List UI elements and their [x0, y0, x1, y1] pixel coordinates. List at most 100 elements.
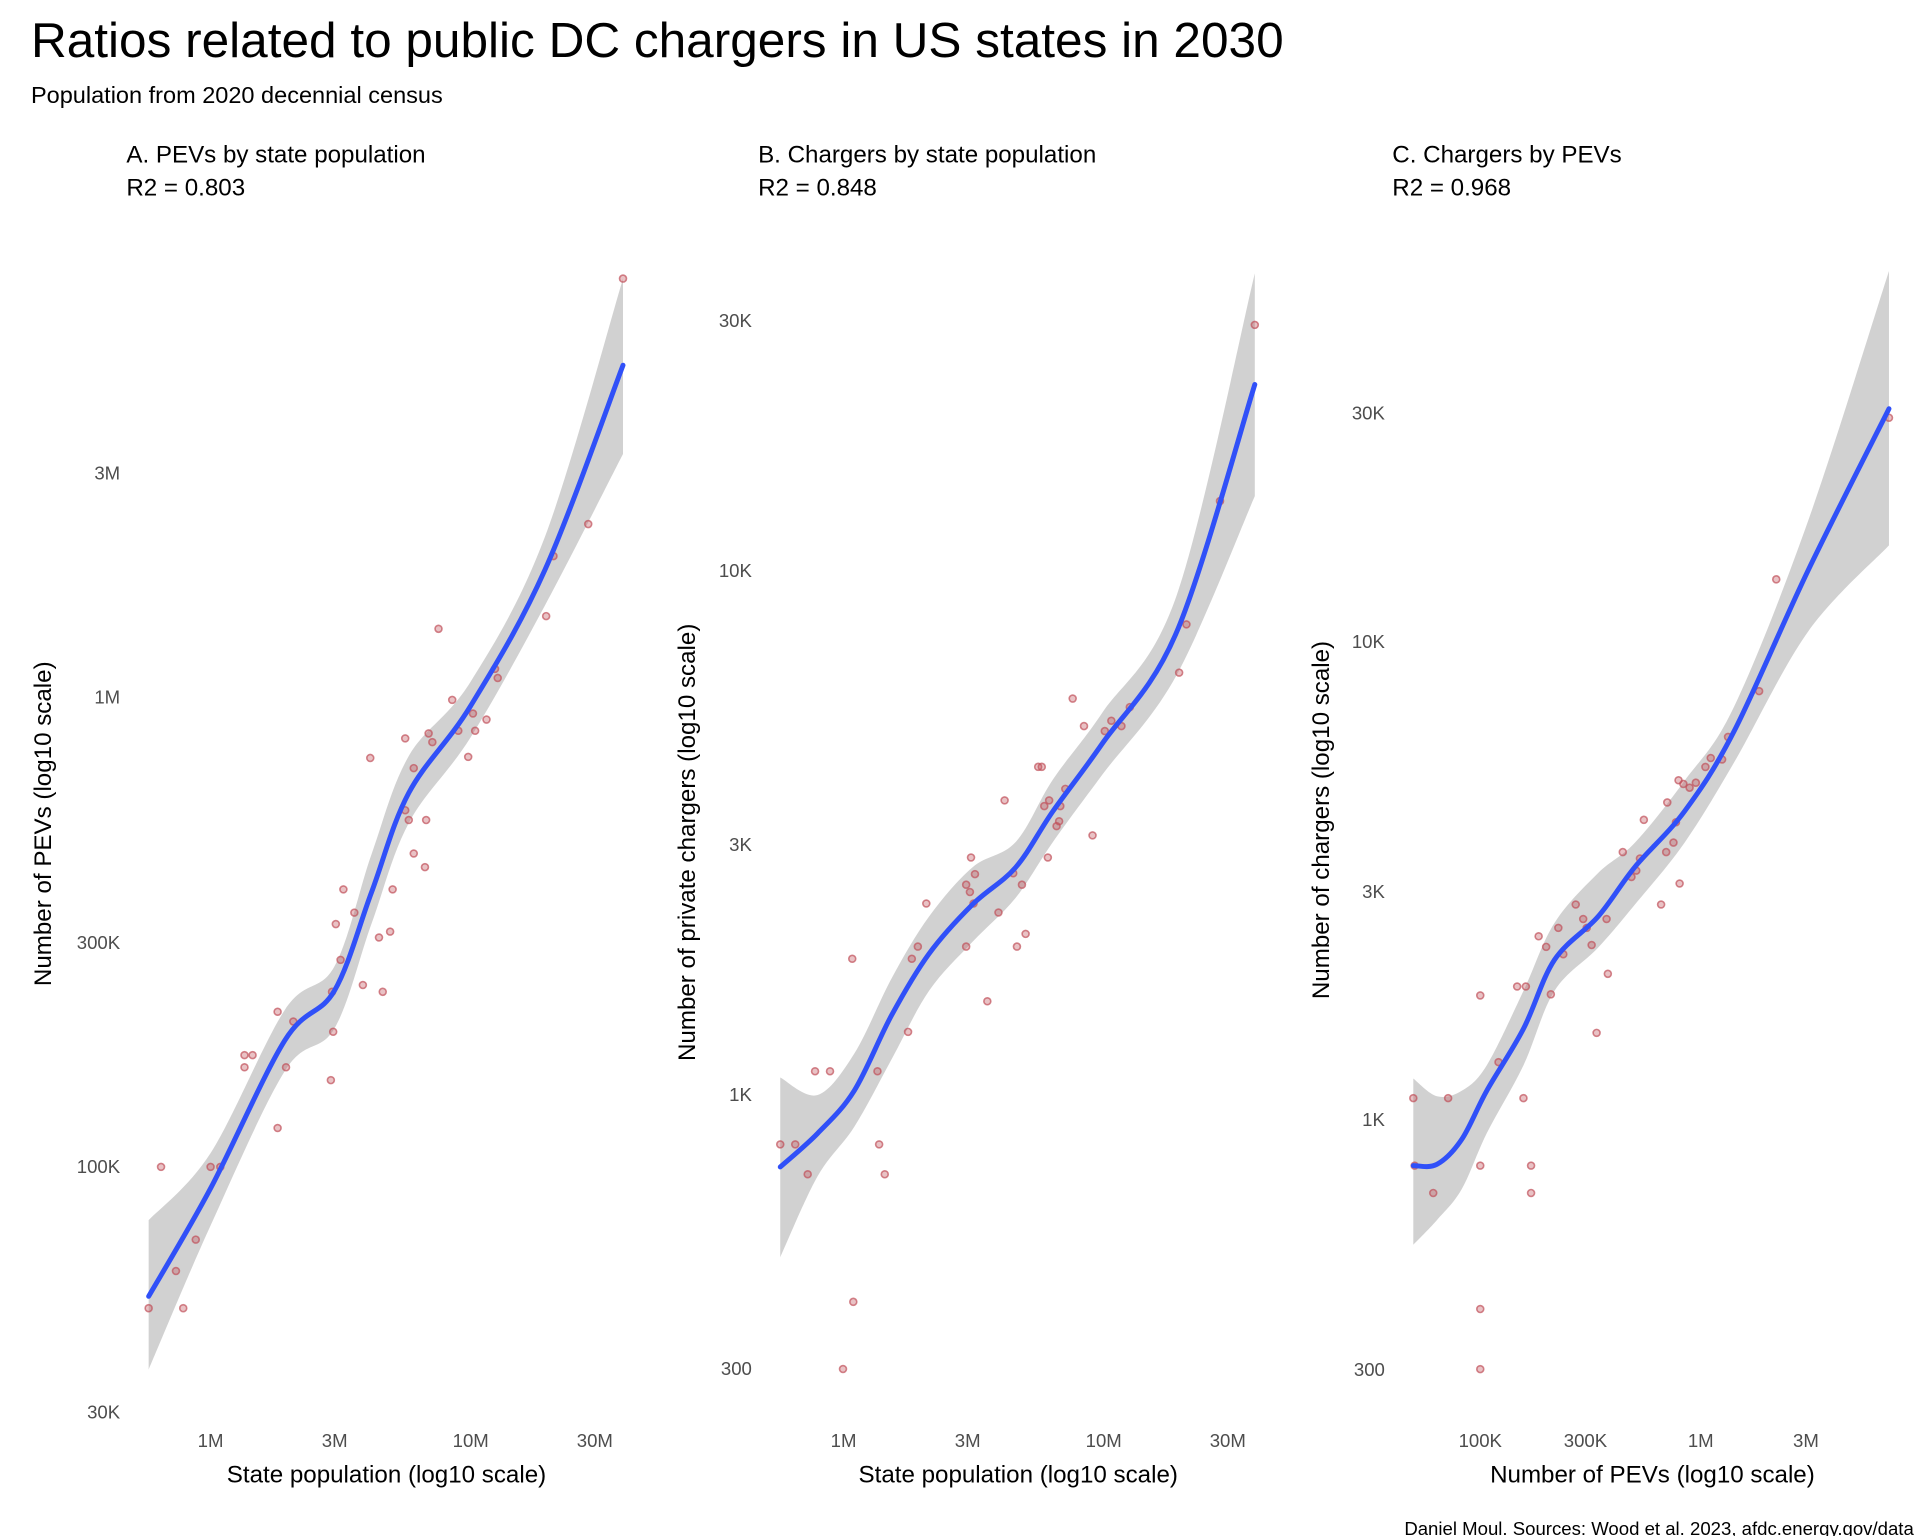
data-point: [273, 1007, 282, 1017]
y-axis-label: Number of PEVs (log10 scale): [30, 661, 57, 986]
data-point: [1639, 815, 1649, 825]
data-point: [365, 753, 375, 763]
data-point: [1571, 900, 1580, 909]
x-tick-label: 3M: [322, 1430, 348, 1451]
y-tick-label: 30K: [1352, 403, 1386, 424]
data-point: [404, 815, 414, 825]
y-tick-label: 300: [1354, 1359, 1385, 1380]
panel-r2: R2 = 0.803: [126, 175, 245, 202]
plot-area: 100K 300K 1M 3M 300 1K 3K 10K 30K: [1352, 270, 1894, 1451]
data-point: [1000, 796, 1009, 805]
y-tick-label: 30K: [87, 1402, 121, 1423]
x-tick-label: 30M: [1210, 1430, 1246, 1451]
data-point: [1656, 900, 1666, 909]
y-axis-label: Number of chargers (log10 scale): [1308, 641, 1335, 999]
data-point: [966, 853, 976, 862]
data-point: [191, 1235, 201, 1244]
data-point: [903, 1027, 913, 1037]
data-point: [424, 729, 433, 738]
y-tick-label: 1K: [1362, 1109, 1385, 1130]
data-point: [385, 927, 395, 936]
data-point: [144, 1303, 153, 1313]
fit-line: [777, 382, 1258, 1170]
data-point: [470, 726, 480, 736]
data-point: [1040, 801, 1049, 811]
data-point: [178, 1303, 188, 1313]
data-point: [421, 815, 431, 825]
data-point: [1174, 668, 1184, 677]
x-tick-label: 3M: [1793, 1430, 1819, 1451]
y-tick-label: 3K: [1362, 881, 1385, 902]
panel-r2: R2 = 0.968: [1392, 175, 1511, 202]
data-point: [331, 919, 341, 929]
data-point: [1663, 798, 1672, 807]
data-point: [156, 1162, 166, 1172]
data-point: [880, 1169, 890, 1179]
data-point: [1079, 721, 1089, 731]
data-point: [388, 885, 397, 894]
data-point: [1541, 942, 1551, 952]
data-point: [618, 274, 628, 283]
data-point: [248, 1050, 257, 1060]
data-point: [378, 987, 388, 997]
data-point: [825, 1066, 835, 1076]
data-point: [1669, 838, 1678, 847]
data-point: [1691, 778, 1701, 787]
confidence-band: [780, 273, 1255, 1258]
caption: Daniel Moul. Sources: Wood et al. 2023, …: [1404, 1518, 1914, 1536]
y-tick-label: 100K: [77, 1156, 121, 1177]
data-point: [328, 1027, 338, 1037]
data-point: [913, 942, 923, 951]
data-point: [409, 763, 419, 773]
data-point: [961, 942, 971, 951]
data-point: [1428, 1188, 1438, 1198]
y-tick-label: 300: [721, 1358, 752, 1379]
data-point: [468, 709, 478, 718]
data-point: [1554, 923, 1563, 933]
data-point: [994, 908, 1003, 917]
data-point: [1182, 620, 1191, 629]
data-point: [873, 1066, 882, 1076]
data-point: [358, 980, 368, 990]
data-point: [409, 849, 419, 858]
panel-a: A. PEVs by state population R2 = 0.803 1…: [30, 141, 628, 1489]
data-point: [273, 1123, 282, 1133]
data-point: [1037, 762, 1047, 772]
data-point: [922, 899, 931, 908]
data-point: [1088, 831, 1097, 840]
data-point: [983, 996, 992, 1006]
data-point: [1043, 853, 1053, 862]
data-point: [281, 1062, 291, 1072]
x-tick-label: 1M: [198, 1430, 224, 1451]
fit-line: [146, 362, 626, 1299]
data-point: [1519, 1093, 1528, 1103]
fit-line: [1410, 406, 1892, 1170]
data-point: [1592, 1028, 1601, 1038]
panel-title: C. Chargers by PEVs: [1392, 141, 1621, 168]
data-point: [493, 673, 502, 683]
data-point: [874, 1140, 884, 1149]
data-point: [350, 908, 359, 917]
plot-area: 1M 3M 10M 30M 300 1K 3K 10K 30K: [719, 273, 1260, 1451]
data-point: [1100, 726, 1110, 736]
data-point: [1602, 914, 1611, 924]
y-tick-label: 10K: [1352, 631, 1386, 652]
data-point: [1603, 969, 1613, 979]
data-point: [1618, 847, 1628, 857]
y-tick-label: 1M: [94, 687, 120, 708]
panel-title: B. Chargers by state population: [758, 141, 1096, 168]
data-point: [1017, 880, 1027, 889]
x-tick-label: 1M: [831, 1430, 857, 1451]
y-tick-label: 30K: [719, 310, 753, 331]
y-tick-label: 10K: [719, 560, 753, 581]
data-point: [1675, 879, 1684, 888]
x-axis-label: State population (log10 scale): [859, 1462, 1178, 1489]
data-point: [206, 1162, 215, 1172]
data-point: [1068, 694, 1077, 703]
data-point: [1475, 991, 1485, 1000]
data-point: [434, 624, 443, 634]
data-point: [1443, 1093, 1453, 1103]
data-point: [1526, 1161, 1536, 1170]
data-point: [420, 862, 430, 872]
